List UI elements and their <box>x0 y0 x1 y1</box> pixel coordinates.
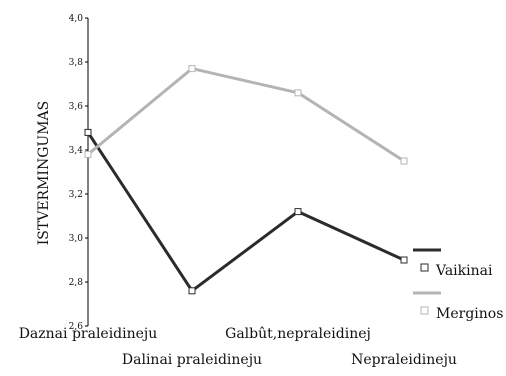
series-merginos <box>84 65 408 165</box>
data-point <box>188 287 196 295</box>
x-category-label: Galbût,nepraleidinej <box>225 326 371 342</box>
data-point <box>400 256 408 264</box>
data-point <box>400 157 408 165</box>
y-tick-label: 3,8 <box>69 58 84 68</box>
y-tick-label: 4,0 <box>69 14 84 24</box>
y-tick-label: 2,8 <box>69 278 84 288</box>
x-category-label: Daznai praleidineju <box>19 326 158 342</box>
data-point <box>294 89 302 97</box>
y-tick-label: 3,2 <box>69 190 83 200</box>
y-tick-label: 3,6 <box>69 102 84 112</box>
y-tick-label: 3,4 <box>69 146 84 156</box>
y-axis-title: ISTVERMINGUMAS <box>36 101 52 245</box>
series-line <box>86 131 405 293</box>
data-point <box>84 128 92 136</box>
y-ticks: 2,6 2,8 3,0 3,2 3,4 3,6 3,8 4,0 <box>69 14 88 332</box>
x-category-label: Dalinai praleidineju <box>122 352 262 368</box>
y-axis: 2,6 2,8 3,0 3,2 3,4 3,6 3,8 4,0 <box>69 14 89 332</box>
data-point <box>294 208 302 216</box>
y-tick-label: 3,0 <box>69 234 84 244</box>
x-category-labels: Daznai praleidineju Dalinai praleidineju G… <box>19 326 457 368</box>
series-layer <box>84 65 408 295</box>
legend-marker <box>420 263 429 272</box>
x-category-label: Nepraleidineju <box>351 352 457 368</box>
legend-marker <box>420 306 429 315</box>
legend: Vaikinai Merginos <box>413 248 503 322</box>
legend-label: Vaikinai <box>435 263 493 279</box>
y-tick-label: 2,6 <box>69 322 84 332</box>
data-point <box>84 150 92 158</box>
series-vaikinai <box>84 128 408 295</box>
series-line <box>87 67 405 163</box>
data-point <box>188 65 196 73</box>
legend-label: Merginos <box>436 306 503 322</box>
